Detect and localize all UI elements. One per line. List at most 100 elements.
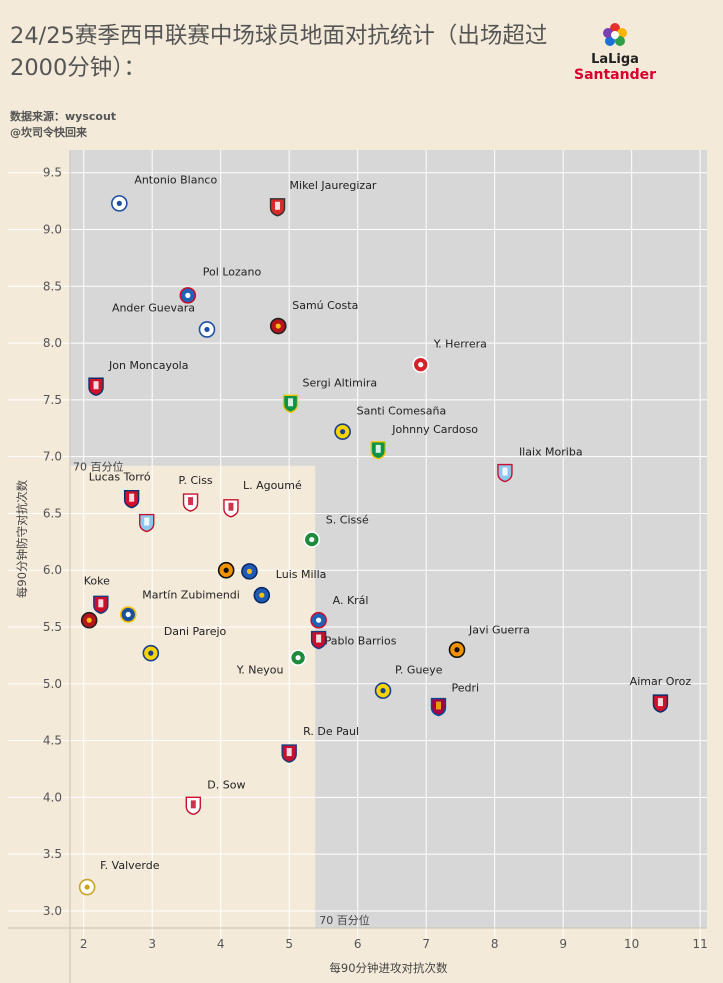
player-point [269, 198, 286, 217]
player-point [497, 463, 513, 483]
crest-detail [144, 517, 150, 526]
y-tick-label: 7.0 [43, 450, 62, 464]
crest-detail [204, 326, 210, 333]
crest-detail [116, 200, 122, 206]
y-tick-label: 9.0 [43, 223, 62, 237]
x-tick-label: 7 [422, 937, 430, 951]
laliga-flower-icon [603, 23, 627, 46]
data-source-text: 数据来源：wyscout [10, 110, 117, 123]
player-point [142, 644, 160, 662]
player-point [652, 694, 669, 713]
crest-detail [380, 688, 386, 694]
player-point [185, 796, 201, 816]
crest-detail [454, 647, 460, 653]
player-label: Ilaix Moriba [519, 446, 583, 459]
y-tick-label: 4.5 [43, 734, 62, 748]
player-point [223, 499, 239, 518]
data-points [78, 195, 669, 896]
player-label: Y. Herrera [433, 338, 487, 351]
x-tick-label: 4 [217, 937, 225, 951]
player-label: Antonio Blanco [134, 173, 217, 186]
player-point [241, 563, 258, 580]
player-point [93, 595, 109, 615]
crest-detail [295, 655, 301, 661]
logo-text-santander: Santander [573, 67, 657, 83]
player-point [119, 606, 137, 623]
crest-detail [246, 568, 253, 574]
player-point [334, 423, 351, 440]
player-point [310, 611, 327, 629]
player-label: Javi Guerra [468, 624, 530, 637]
crest-detail [316, 617, 322, 623]
player-point [80, 611, 98, 629]
player-label: Luis Milla [276, 568, 327, 581]
player-label: Jon Moncayola [108, 359, 188, 372]
y-axis-ticks: 3.0 3.5 4.0 4.5 5.0 5.5 6.0 6.5 7.0 7.5 8.0 8.5 9.0 9… [43, 166, 62, 918]
y-percentile-label: 70 百分位 [73, 460, 124, 474]
x-tick-label: 6 [354, 937, 362, 951]
player-label: Dani Parejo [164, 625, 227, 638]
player-label: Pol Lozano [203, 265, 262, 278]
crest-detail [275, 201, 281, 210]
player-point [179, 287, 197, 304]
player-point [282, 394, 299, 414]
player-point [139, 513, 155, 533]
player-label: D. Sow [207, 778, 245, 791]
player-label: L. Agoumé [243, 479, 302, 492]
author-credit: @坎司令快回来 [10, 126, 87, 139]
chart-title: 24/25赛季西甲联赛中场球员地面对抗统计（出场超过2000分钟）： [10, 23, 548, 81]
player-point [281, 744, 297, 763]
player-point [370, 441, 386, 460]
crest-detail [185, 292, 191, 298]
crest-detail [188, 497, 194, 506]
x-tick-label: 3 [148, 937, 156, 951]
player-label: Johnny Cardoso [391, 423, 478, 436]
percentile-reference-lines: 70 百分位 70 百分位 [73, 460, 370, 927]
player-point [123, 489, 140, 509]
crest-detail [125, 611, 131, 618]
crest-detail [190, 800, 196, 809]
x-axis-title: 每90分钟进攻对抗次数 [329, 961, 448, 975]
y-tick-label: 8.0 [43, 336, 62, 350]
crest-detail [93, 381, 99, 390]
crest-detail [657, 698, 663, 707]
player-point [78, 878, 96, 896]
crest-detail [228, 502, 234, 511]
player-point [217, 561, 235, 579]
player-label: Lucas Torró [89, 471, 151, 484]
logo-text-laliga: LaLiga [591, 52, 639, 67]
crest-detail [148, 650, 154, 656]
crest-detail [502, 467, 508, 476]
player-label: Sergi Altimira [303, 376, 378, 389]
player-point [289, 649, 307, 666]
player-label: Martín Zubimendi [142, 589, 240, 602]
y-tick-label: 6.5 [43, 506, 62, 520]
crest-detail [340, 429, 346, 435]
y-tick-label: 3.0 [43, 904, 62, 918]
player-label: F. Valverde [100, 859, 160, 872]
grid-lines [8, 150, 707, 983]
x-tick-label: 5 [285, 937, 293, 951]
crest-detail [418, 362, 424, 368]
player-label: A. Král [333, 594, 369, 607]
x-percentile-label: 70 百分位 [319, 913, 370, 927]
player-label: S. Cissé [326, 514, 369, 527]
x-tick-label: 8 [491, 937, 499, 951]
y-tick-label: 4.0 [43, 790, 62, 804]
y-axis-title: 每90分钟防守对抗次数 [15, 479, 29, 598]
player-point [448, 641, 466, 659]
player-label: Pablo Barrios [325, 635, 397, 648]
y-tick-label: 7.5 [43, 393, 62, 407]
player-point [430, 697, 447, 717]
y-tick-label: 5.0 [43, 677, 62, 691]
player-point [310, 630, 327, 650]
y-tick-label: 5.5 [43, 620, 62, 634]
player-label: Aimar Oroz [630, 675, 692, 688]
player-label: Ander Guevara [112, 301, 195, 314]
player-point [303, 531, 321, 548]
player-label: P. Gueye [395, 664, 443, 677]
player-point [111, 195, 128, 212]
crest-detail [316, 634, 322, 643]
player-point [253, 586, 271, 604]
player-point [88, 377, 104, 396]
